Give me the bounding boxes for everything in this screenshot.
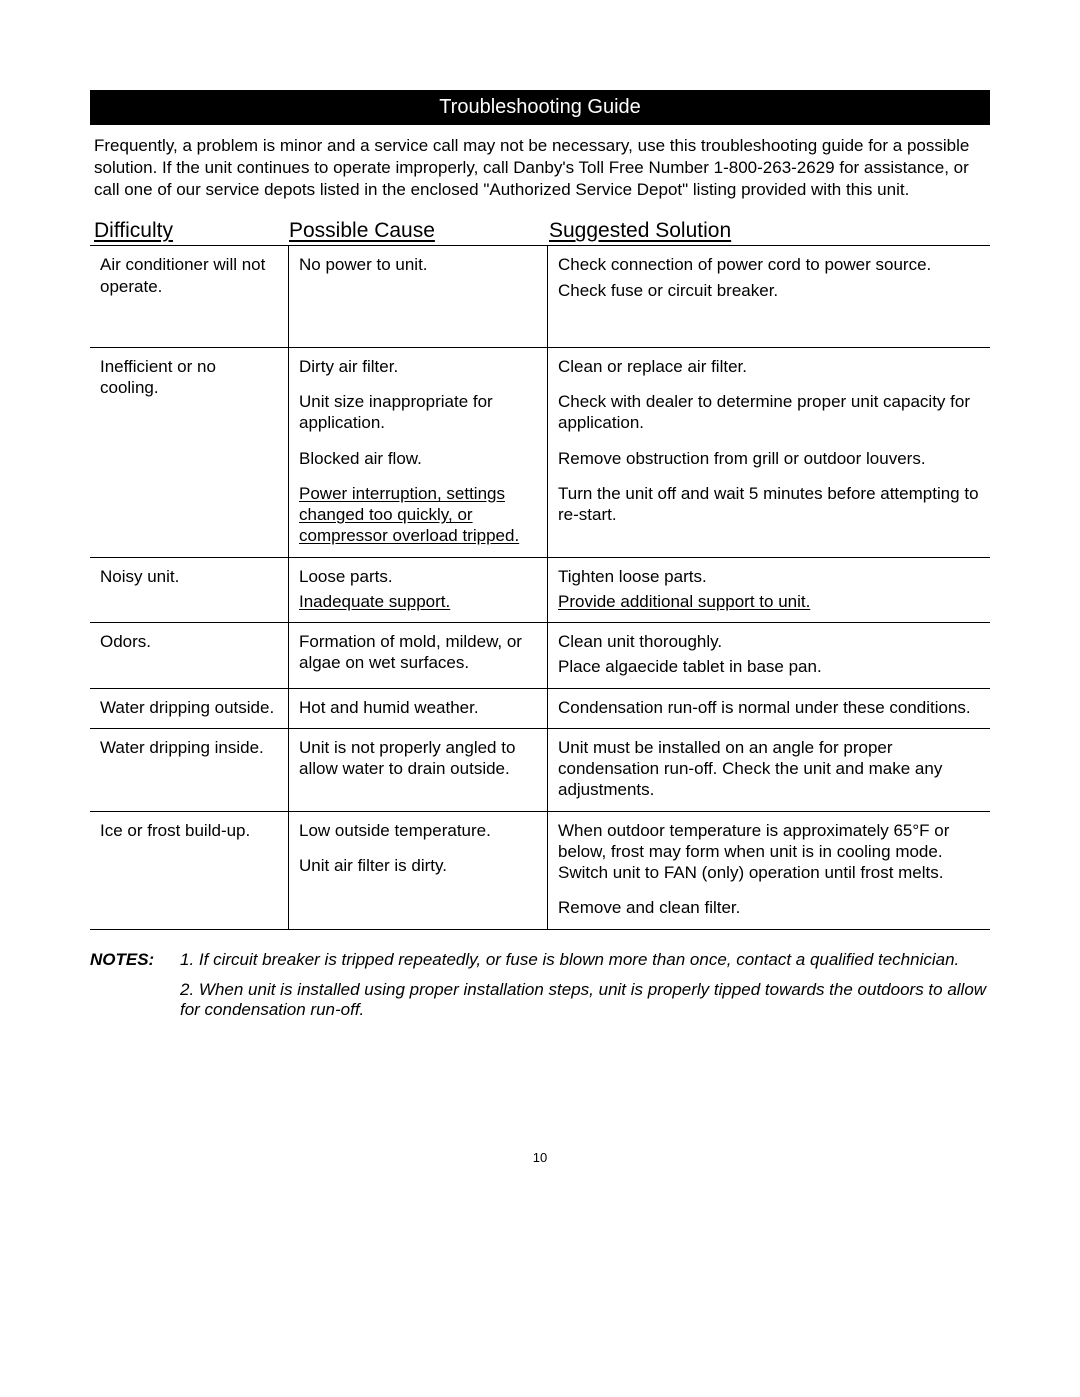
table-row: Odors.Formation of mold, mildew, or alga… [90, 623, 990, 689]
note-item: 1. If circuit breaker is tripped repeate… [180, 950, 990, 970]
solution-text: Turn the unit off and wait 5 minutes bef… [558, 483, 980, 526]
solution-text: Provide additional support to unit. [558, 591, 980, 612]
cell-suggested-solution: Check connection of power cord to power … [548, 246, 991, 347]
solution-text: Check connection of power cord to power … [558, 254, 980, 301]
cell-difficulty: Water dripping inside. [90, 728, 289, 811]
table-row: Inefficient or no cooling.Dirty air filt… [90, 347, 990, 557]
cell-possible-cause: No power to unit. [289, 246, 548, 347]
cause-text: Blocked air flow. [299, 448, 537, 469]
cell-suggested-solution: Tighten loose parts. Provide additional s… [548, 557, 991, 623]
table-row: Water dripping outside. Hot and humid wea… [90, 688, 990, 728]
cause-text: Inadequate support. [299, 591, 537, 612]
solution-text: Check with dealer to determine proper un… [558, 391, 980, 434]
cell-suggested-solution: When outdoor temperature is approximatel… [548, 811, 991, 929]
note-item: 2. When unit is installed using proper i… [180, 980, 990, 1020]
notes-body: 1. If circuit breaker is tripped repeate… [180, 950, 990, 1030]
solution-text: Remove obstruction from grill or outdoor… [558, 448, 980, 469]
cause-text: No power to unit. [299, 254, 537, 275]
cause-text: Unit size inappropriate for application. [299, 391, 537, 434]
header-suggested-solution: Suggested Solution [549, 219, 990, 245]
cause-text: Power interruption, settings changed too… [299, 483, 537, 547]
header-difficulty: Difficulty [90, 219, 289, 245]
solution-text: Unit must be installed on an angle for p… [558, 737, 980, 801]
header-possible-cause: Possible Cause [289, 219, 549, 245]
notes-section: NOTES: 1. If circuit breaker is tripped … [90, 950, 990, 1030]
cell-possible-cause: Unit is not properly angled to allow wat… [289, 728, 548, 811]
table-row: Ice or frost build-up.Low outside temper… [90, 811, 990, 929]
cell-possible-cause: Hot and humid weather. [289, 688, 548, 728]
notes-label: NOTES: [90, 950, 180, 1030]
page-number: 10 [90, 1150, 990, 1165]
cell-possible-cause: Formation of mold, mildew, or algae on w… [289, 623, 548, 689]
cell-difficulty: Inefficient or no cooling. [90, 347, 289, 557]
cell-suggested-solution: Condensation run-off is normal under the… [548, 688, 991, 728]
solution-text: Clean or replace air filter. [558, 356, 980, 377]
cause-text: Low outside temperature. [299, 820, 537, 841]
cause-text: Loose parts. [299, 566, 537, 587]
cause-text: Formation of mold, mildew, or algae on w… [299, 631, 537, 674]
cell-suggested-solution: Clean unit thoroughly.Place algaecide ta… [548, 623, 991, 689]
intro-paragraph: Frequently, a problem is minor and a ser… [94, 135, 986, 201]
troubleshooting-table: Air conditioner will not operate. No powe… [90, 246, 990, 929]
page-title-bar: Troubleshooting Guide [90, 90, 990, 125]
column-headers: Difficulty Possible Cause Suggested Solu… [90, 219, 990, 246]
solution-text: Tighten loose parts. [558, 566, 980, 587]
solution-text: Condensation run-off is normal under the… [558, 697, 980, 718]
page-container: Troubleshooting Guide Frequently, a prob… [0, 0, 1080, 1225]
cause-text: Unit is not properly angled to allow wat… [299, 737, 537, 780]
cell-possible-cause: Loose parts. Inadequate support. [289, 557, 548, 623]
cell-difficulty: Water dripping outside. [90, 688, 289, 728]
cell-suggested-solution: Clean or replace air filter. Check with d… [548, 347, 991, 557]
cell-difficulty: Ice or frost build-up. [90, 811, 289, 929]
table-row: Air conditioner will not operate. No powe… [90, 246, 990, 347]
cell-difficulty: Noisy unit. [90, 557, 289, 623]
cell-possible-cause: Low outside temperature. Unit air filter … [289, 811, 548, 929]
cause-text: Dirty air filter. [299, 356, 537, 377]
table-row: Noisy unit. Loose parts. Inadequate suppor… [90, 557, 990, 623]
solution-text: When outdoor temperature is approximatel… [558, 820, 980, 884]
cause-text: Hot and humid weather. [299, 697, 537, 718]
cell-difficulty: Air conditioner will not operate. [90, 246, 289, 347]
cause-text: Unit air filter is dirty. [299, 855, 537, 876]
solution-text: Clean unit thoroughly.Place algaecide ta… [558, 631, 980, 678]
solution-text: Remove and clean filter. [558, 897, 980, 918]
cell-possible-cause: Dirty air filter. Unit size inappropriate… [289, 347, 548, 557]
cell-suggested-solution: Unit must be installed on an angle for p… [548, 728, 991, 811]
table-row: Water dripping inside.Unit is not proper… [90, 728, 990, 811]
page-title: Troubleshooting Guide [439, 96, 641, 118]
cell-difficulty: Odors. [90, 623, 289, 689]
